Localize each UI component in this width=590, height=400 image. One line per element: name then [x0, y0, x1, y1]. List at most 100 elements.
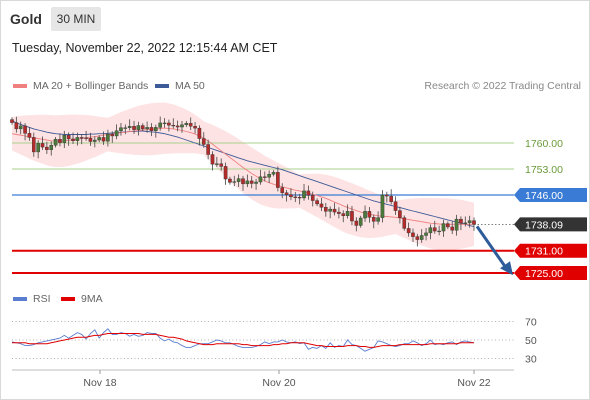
x-tick-label: Nov 18 [83, 377, 116, 389]
candle [71, 132, 75, 145]
candle-body [149, 127, 154, 131]
candle-body [58, 139, 62, 143]
price-label-1731.00: 1731.00 [525, 246, 563, 258]
candle [219, 158, 224, 171]
price-label-1760.00: 1760.00 [525, 138, 563, 150]
candle [193, 121, 197, 134]
candle [380, 190, 385, 223]
rsi-tick-50: 50 [525, 335, 537, 347]
candle-body [88, 137, 93, 142]
price-label-1725.00: 1725.00 [525, 268, 563, 280]
candle [262, 171, 267, 182]
candle [162, 118, 167, 128]
candle-body [276, 172, 280, 188]
candle-body [310, 195, 315, 201]
candle-body [136, 125, 141, 130]
candle [271, 170, 276, 177]
rsi-ma-label: 9MA [81, 293, 103, 305]
candle-body [271, 172, 276, 175]
candle-body [119, 127, 123, 131]
candle-body [293, 196, 298, 198]
candle-body [219, 163, 224, 167]
candle-body [188, 123, 193, 127]
candle [297, 193, 302, 205]
candle [398, 206, 402, 224]
legend-rsi-ma: 9MA [61, 293, 103, 305]
candle [31, 132, 36, 157]
candle [254, 178, 258, 190]
candle-body [450, 226, 455, 231]
candle-body [123, 127, 128, 129]
candle [428, 224, 433, 240]
candle-body [306, 190, 311, 196]
candle-body [441, 223, 446, 232]
candle [402, 215, 407, 231]
candle-body [446, 223, 450, 228]
candle [27, 126, 32, 141]
candle [119, 122, 123, 136]
candle-body [289, 194, 293, 198]
candle-body [27, 133, 32, 138]
candle [432, 220, 437, 234]
ma20-swatch [13, 84, 27, 88]
candle [267, 170, 271, 184]
candle [228, 176, 232, 185]
candle [58, 133, 62, 147]
candle-body [18, 125, 23, 130]
candle-body [36, 143, 40, 153]
candle [332, 202, 337, 216]
candle-body [145, 127, 149, 130]
projection-arrow-head [500, 261, 513, 276]
candle [249, 176, 254, 189]
candle-body [402, 217, 407, 229]
candle-body [241, 178, 245, 185]
candle [62, 130, 67, 148]
candle [180, 121, 184, 133]
candle-body [140, 125, 145, 130]
candle [167, 119, 171, 132]
candle [389, 189, 393, 205]
candle-body [385, 194, 389, 197]
candle [236, 174, 241, 187]
candle-body [467, 220, 472, 224]
candle [358, 215, 363, 228]
candle-body [245, 180, 250, 185]
candle [437, 225, 441, 236]
price-tag-1746.00 [514, 188, 587, 202]
candle-body [249, 180, 254, 184]
timeframe-badge[interactable]: 30 MIN [51, 7, 101, 31]
candle [79, 134, 84, 145]
candle [149, 123, 154, 137]
candle-body [66, 134, 71, 140]
candle [53, 137, 58, 148]
instrument-title: Gold [10, 11, 42, 27]
candle-body [302, 190, 306, 199]
candle-body [93, 139, 97, 142]
candle-body [406, 228, 411, 234]
candle [337, 207, 341, 219]
candle [241, 175, 245, 191]
ma20-line [11, 127, 474, 225]
candle [101, 131, 106, 145]
candle [75, 132, 80, 146]
candle [472, 217, 476, 231]
candle [324, 202, 328, 217]
candle-body [398, 210, 402, 218]
candle [350, 205, 354, 226]
candle-body [254, 181, 258, 184]
candle-body [297, 197, 302, 199]
candle [454, 214, 459, 236]
candle-body [454, 218, 459, 231]
candle-body [341, 213, 346, 216]
candle-body [206, 144, 210, 155]
candle [215, 156, 219, 167]
legend-rsi: RSI [13, 293, 51, 305]
candle-body [267, 173, 271, 178]
candle-body [23, 125, 27, 134]
candle [140, 123, 145, 132]
ma20-label: MA 20 + Bollinger Bands [33, 80, 149, 92]
candle [66, 132, 71, 146]
candle [40, 136, 45, 150]
candle [345, 204, 350, 219]
candle-body [415, 236, 420, 240]
